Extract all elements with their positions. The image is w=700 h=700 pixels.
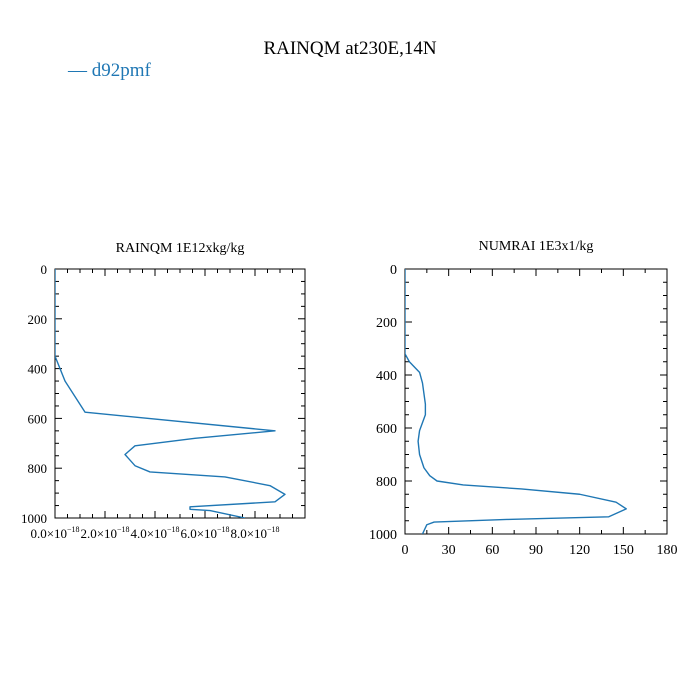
y-tick-label: 400 [28, 362, 48, 377]
x-tick-label: 150 [613, 543, 634, 558]
y-tick-label: 1000 [369, 528, 397, 543]
x-tick-mantissa: 8.0×10 [230, 526, 267, 541]
x-tick-exponent: −18 [67, 525, 80, 534]
y-tick-label: 1000 [21, 511, 47, 526]
y-tick-label: 800 [376, 475, 397, 490]
x-tick-label: 6.0×10−18 [180, 525, 229, 541]
y-tick-label: 0 [41, 262, 48, 277]
x-tick-mantissa: 0.0×10 [30, 526, 67, 541]
x-tick-label: 0.0×10−18 [30, 525, 79, 541]
x-tick-label: 4.0×10−18 [130, 525, 179, 541]
x-tick-mantissa: 2.0×10 [80, 526, 117, 541]
y-tick-label: 200 [28, 312, 48, 327]
x-tick-label: 90 [529, 543, 543, 558]
x-tick-label: 8.0×10−18 [230, 525, 279, 541]
series-line-d92pmf [405, 269, 627, 534]
y-tick-label: 600 [28, 411, 48, 426]
x-tick-mantissa: 6.0×10 [180, 526, 217, 541]
x-tick-label: 120 [569, 543, 590, 558]
y-tick-label: 200 [376, 316, 397, 331]
x-tick-label: 2.0×10−18 [80, 525, 129, 541]
figure-title: RAINQM at230E,14N [263, 38, 436, 59]
plot-frame [404, 268, 668, 535]
x-tick-label: 30 [442, 543, 456, 558]
x-tick-exponent: −18 [267, 525, 280, 534]
x-tick-label: 0 [402, 543, 409, 558]
x-tick-label: 60 [485, 543, 499, 558]
x-tick-exponent: −18 [167, 525, 180, 534]
x-tick-exponent: −18 [117, 525, 130, 534]
numrai-chart: NUMRAI 1E3x1/kg 0 200 400 600 800 1000 0 30 60 90 1… [369, 239, 678, 558]
y-tick-label: 800 [28, 461, 48, 476]
panel-title: NUMRAI 1E3x1/kg [479, 239, 594, 254]
plot-frame [54, 268, 306, 519]
rainqm-chart: RAINQM 1E12xkg/kg 0 200 400 600 800 10000.0×10… [21, 241, 306, 541]
x-tick-label: 180 [657, 543, 678, 558]
legend-entry: — d92pmf [67, 60, 152, 81]
x-tick-mantissa: 4.0×10 [130, 526, 167, 541]
y-tick-label: 600 [376, 422, 397, 437]
y-tick-label: 400 [376, 369, 397, 384]
y-tick-label: 0 [390, 263, 397, 278]
panel-title: RAINQM 1E12xkg/kg [116, 241, 245, 256]
x-tick-exponent: −18 [217, 525, 230, 534]
series-line-d92pmf [55, 269, 286, 518]
